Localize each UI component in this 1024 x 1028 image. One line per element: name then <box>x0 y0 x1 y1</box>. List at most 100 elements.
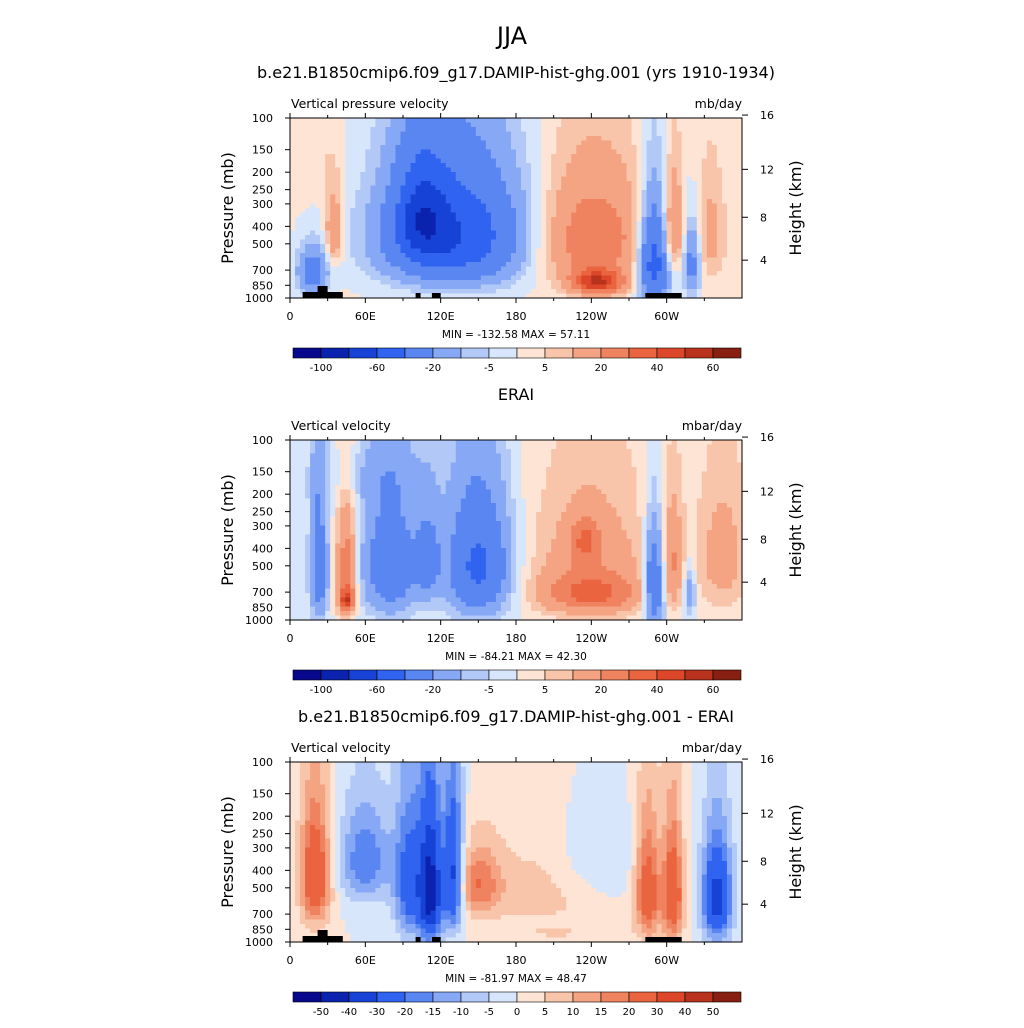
heatmap-cell <box>732 440 738 445</box>
heatmap-cell <box>516 476 522 481</box>
heatmap-cell <box>476 222 482 227</box>
heatmap-cell <box>315 463 321 468</box>
heatmap-cell <box>657 244 663 249</box>
heatmap-cell <box>441 132 447 137</box>
heatmap-cell <box>476 440 482 445</box>
heatmap-cell <box>662 235 668 240</box>
heatmap-cell <box>441 244 447 249</box>
heatmap-cell <box>491 132 497 137</box>
heatmap-cell <box>561 262 567 267</box>
heatmap-cell <box>340 123 346 128</box>
heatmap-cell <box>702 271 708 276</box>
heatmap-cell <box>546 490 552 495</box>
heatmap-cell <box>531 481 537 486</box>
heatmap-cell <box>290 458 296 463</box>
heatmap-cell <box>546 127 552 132</box>
heatmap-cell <box>546 463 552 468</box>
heatmap-cell <box>476 494 482 499</box>
heatmap-cell <box>461 231 467 236</box>
heatmap-cell <box>461 118 467 123</box>
heatmap-cell <box>712 222 718 227</box>
heatmap-cell <box>727 472 733 477</box>
heatmap-cell <box>511 226 517 231</box>
heatmap-cell <box>320 271 326 276</box>
heatmap-cell <box>667 208 673 213</box>
heatmap-cell <box>451 231 457 236</box>
heatmap-cell <box>717 249 723 254</box>
heatmap-cell <box>290 199 296 204</box>
heatmap-cell <box>667 150 673 155</box>
heatmap-cell <box>365 132 371 137</box>
heatmap-cell <box>536 208 542 213</box>
heatmap-cell <box>702 235 708 240</box>
heatmap-cell <box>541 208 547 213</box>
heatmap-cell <box>431 199 437 204</box>
heatmap-cell <box>541 244 547 249</box>
heatmap-cell <box>571 177 577 182</box>
heatmap-cell <box>591 118 597 123</box>
heatmap-cell <box>385 181 391 186</box>
heatmap-cell <box>707 190 713 195</box>
heatmap-cell <box>441 231 447 236</box>
heatmap-cell <box>722 213 728 218</box>
heatmap-cell <box>687 240 693 245</box>
heatmap-cell <box>340 118 346 123</box>
heatmap-cell <box>325 240 331 245</box>
heatmap-cell <box>320 463 326 468</box>
heatmap-cell <box>667 454 673 459</box>
heatmap-cell <box>491 190 497 195</box>
heatmap-cell <box>576 262 582 267</box>
heatmap-cell <box>300 195 306 200</box>
heatmap-cell <box>697 123 703 128</box>
heatmap-cell <box>446 195 452 200</box>
heatmap-cell <box>667 159 673 164</box>
heatmap-cell <box>451 449 457 454</box>
heatmap-cell <box>526 177 532 182</box>
heatmap-cell <box>687 177 693 182</box>
heatmap-cell <box>551 285 557 290</box>
heatmap-cell <box>380 150 386 155</box>
heatmap-cell <box>295 485 301 490</box>
heatmap-cell <box>486 213 492 218</box>
heatmap-cell <box>305 123 311 128</box>
heatmap-cell <box>581 213 587 218</box>
heatmap-cell <box>596 231 602 236</box>
heatmap-cell <box>456 177 462 182</box>
heatmap-cell <box>310 449 316 454</box>
heatmap-cell <box>501 195 507 200</box>
heatmap-cell <box>717 222 723 227</box>
heatmap-cell <box>365 267 371 272</box>
heatmap-cell <box>516 217 522 222</box>
heatmap-cell <box>335 271 341 276</box>
heatmap-cell <box>461 280 467 285</box>
heatmap-cell <box>345 123 351 128</box>
heatmap-cell <box>365 285 371 290</box>
heatmap-cell <box>526 244 532 249</box>
heatmap-cell <box>431 181 437 186</box>
heatmap-cell <box>340 476 346 481</box>
heatmap-cell <box>325 195 331 200</box>
heatmap-cell <box>576 136 582 141</box>
heatmap-cell <box>571 154 577 159</box>
heatmap-cell <box>591 490 597 495</box>
heatmap-cell <box>315 476 321 481</box>
heatmap-cell <box>697 190 703 195</box>
heatmap-cell <box>687 285 693 290</box>
heatmap-cell <box>501 123 507 128</box>
heatmap-cell <box>692 440 698 445</box>
heatmap-cell <box>561 199 567 204</box>
heatmap-cell <box>732 136 738 141</box>
heatmap-cell <box>305 168 311 173</box>
heatmap-cell <box>637 249 643 254</box>
heatmap-cell <box>732 262 738 267</box>
heatmap-cell <box>436 150 442 155</box>
heatmap-cell <box>511 181 517 186</box>
heatmap-cell <box>632 159 638 164</box>
heatmap-cell <box>406 235 412 240</box>
heatmap-cell <box>335 141 341 146</box>
heatmap-cell <box>385 467 391 472</box>
heatmap-cell <box>431 267 437 272</box>
heatmap-cell <box>315 172 321 177</box>
heatmap-cell <box>370 276 376 281</box>
heatmap-cell <box>466 235 472 240</box>
